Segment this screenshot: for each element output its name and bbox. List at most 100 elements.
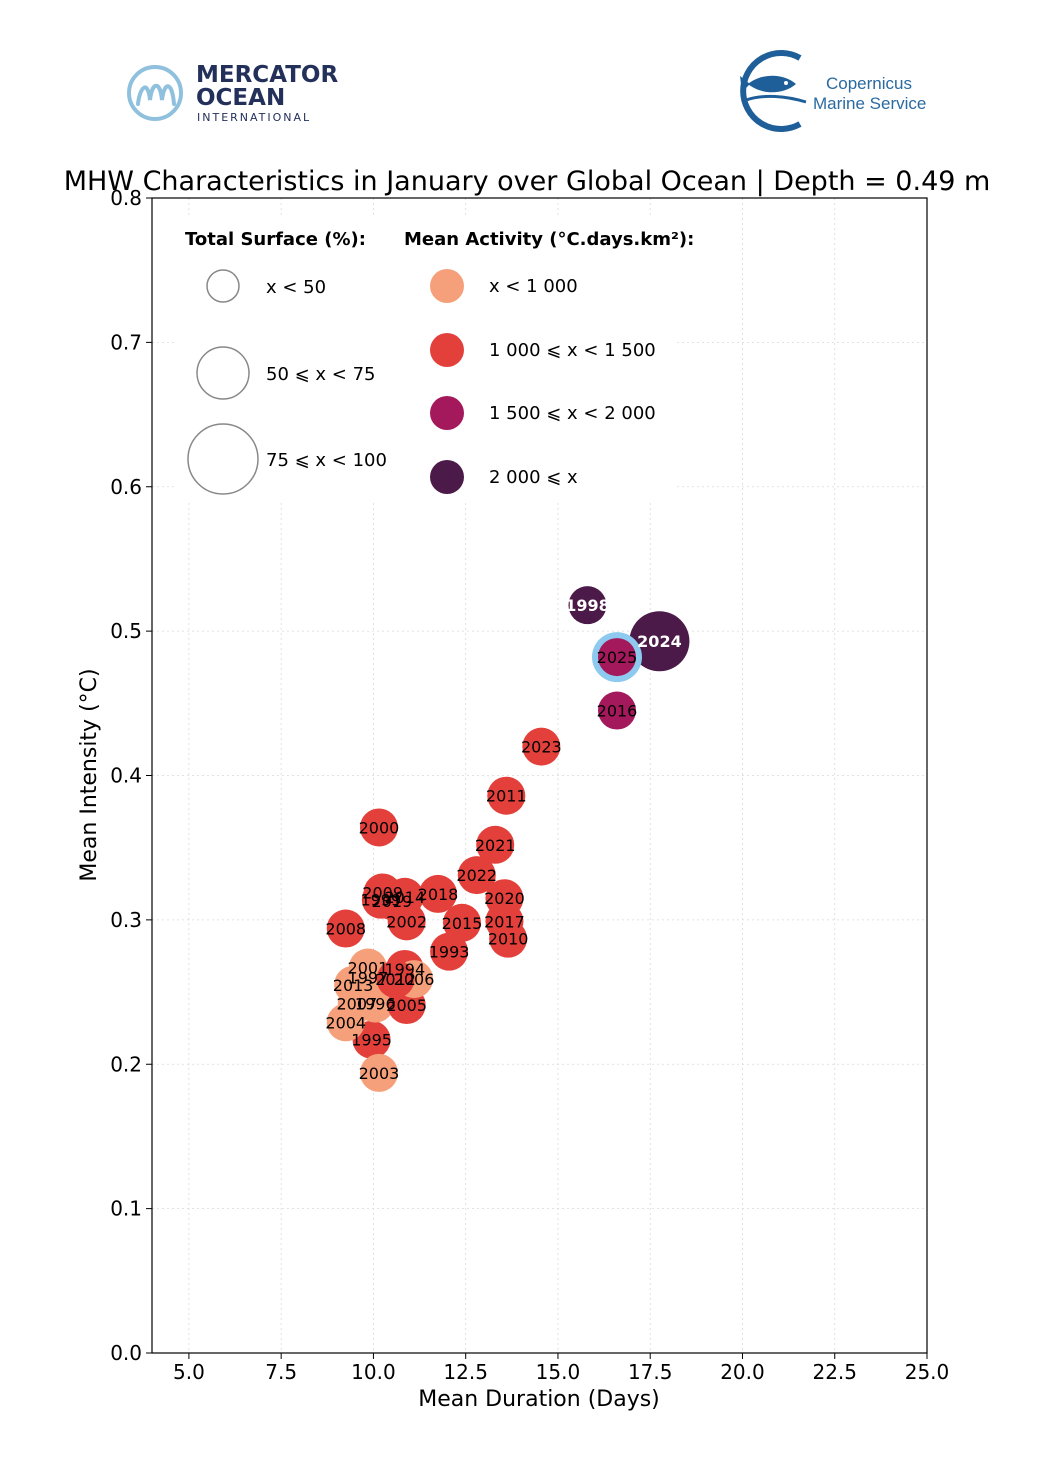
y-tick-label: 0.2 (110, 1052, 142, 1076)
y-tick-label: 0.4 (110, 764, 142, 788)
axis-ticks: 5.0 7.5 10.0 12.5 15.0 17.5 20.0 22.5 25.0 0.0 0.1… (110, 186, 949, 1384)
y-tick-label: 0.1 (110, 1197, 142, 1221)
mercator-line2: OCEAN (196, 85, 285, 111)
point-2021 (476, 825, 515, 864)
point-label-2016: 2016 (597, 702, 638, 721)
fish-icon (748, 75, 796, 93)
mercator-ocean-logo: MERCATOR OCEAN INTERNATIONAL (127, 62, 338, 124)
point-label-2010: 2010 (488, 930, 529, 949)
point-label-2009: 2009 (362, 883, 403, 902)
x-tick-label: 10.0 (351, 1360, 396, 1384)
point-label-2013: 2013 (333, 976, 374, 995)
y-tick-label: 0.0 (110, 1341, 142, 1365)
point-label-1999: 1999 (360, 891, 401, 910)
legend-size-title: Total Surface (%): (185, 229, 366, 250)
y-tick-label: 0.5 (110, 619, 142, 643)
x-tick-label: 25.0 (905, 1360, 950, 1384)
legend-color-label: x < 1 000 (489, 276, 578, 297)
point-label-2024: 2024 (637, 632, 682, 651)
point-label-2007: 2007 (336, 995, 377, 1014)
legend-color-label: 1 000 ⩽ x < 1 500 (489, 340, 656, 361)
wave-icon (745, 94, 807, 104)
point-2003 (359, 1053, 398, 1092)
point-label-2025: 2025 (597, 648, 638, 667)
y-tick-label: 0.7 (110, 330, 142, 354)
point-label-2002: 2002 (386, 912, 427, 931)
point-label-2015: 2015 (442, 914, 483, 933)
legend-size-marker (196, 346, 250, 400)
point-label-2003: 2003 (359, 1064, 400, 1083)
point-2019 (372, 882, 411, 921)
point-label-2019: 2019 (372, 892, 413, 911)
point-2008 (326, 909, 365, 948)
legend-color-label: 1 500 ⩽ x < 2 000 (489, 403, 656, 424)
point-label-2020: 2020 (484, 889, 525, 908)
point-2018 (419, 874, 458, 913)
point-label-1997: 1997 (348, 969, 389, 988)
point-label-2004: 2004 (325, 1013, 366, 1032)
legend-color-marker (430, 460, 464, 494)
point-label-1994: 1994 (384, 960, 425, 979)
y-tick-label: 0.6 (110, 475, 142, 499)
point-label-2023: 2023 (521, 738, 562, 757)
x-tick-label: 5.0 (173, 1360, 205, 1384)
point-2000 (359, 808, 398, 847)
point-2013 (334, 965, 373, 1004)
y-tick-label: 0.8 (110, 186, 142, 210)
point-1998 (568, 586, 607, 625)
legend-color-label: 2 000 ⩽ x (489, 467, 578, 488)
legend-color-marker (430, 333, 464, 367)
point-2023 (522, 727, 561, 766)
copernicus-marine-logo: Copernicus Marine Service (740, 50, 926, 132)
point-label-1993: 1993 (429, 943, 470, 962)
point-2016 (598, 691, 636, 730)
point-2011 (487, 776, 526, 815)
legend-color-marker (430, 396, 464, 430)
point-label-1996: 1996 (355, 995, 396, 1014)
point-label-2021: 2021 (475, 836, 516, 855)
mercator-wave-icon (136, 83, 176, 106)
legend-size-marker (206, 269, 240, 303)
point-label-2008: 2008 (325, 920, 366, 939)
point-label-2022: 2022 (456, 866, 497, 885)
point-label-2001: 2001 (348, 959, 389, 978)
point-2022 (457, 856, 496, 895)
legend-color-title: Mean Activity (°C.days.km²): (404, 229, 694, 250)
point-2025 (598, 638, 636, 677)
x-tick-label: 22.5 (812, 1360, 857, 1384)
legend-color-marker (430, 269, 464, 303)
x-tick-label: 17.5 (628, 1360, 673, 1384)
point-2020 (485, 879, 524, 918)
point-label-2000: 2000 (359, 818, 400, 837)
legend: Total Surface (%): Mean Activity (°C.days… (175, 218, 694, 500)
x-tick-label: 12.5 (443, 1360, 488, 1384)
copernicus-line2: Marine Service (813, 94, 926, 113)
legend-size-marker (187, 423, 259, 495)
fish-eye-icon (784, 81, 788, 85)
point-label-1995: 1995 (351, 1031, 392, 1050)
point-2012 (376, 960, 415, 999)
copernicus-arc-icon (740, 50, 802, 132)
x-tick-label: 15.0 (536, 1360, 581, 1384)
mercator-line1: MERCATOR (196, 62, 338, 88)
x-axis-label: Mean Duration (Days) (418, 1387, 660, 1412)
point-label-2011: 2011 (486, 787, 527, 806)
point-label-2012: 2012 (375, 970, 416, 989)
chart-title: MHW Characteristics in January over Glob… (64, 166, 991, 197)
y-axis-label: Mean Intensity (°C) (77, 668, 102, 881)
point-label-2006: 2006 (394, 970, 435, 989)
x-tick-label: 7.5 (265, 1360, 297, 1384)
point-2015 (443, 903, 481, 942)
y-tick-label: 0.3 (110, 908, 142, 932)
legend-size-label: 50 ⩽ x < 75 (266, 364, 376, 385)
point-label-2017: 2017 (484, 912, 525, 931)
point-label-2005: 2005 (386, 996, 427, 1015)
mercator-line3: INTERNATIONAL (197, 111, 311, 124)
point-label-2018: 2018 (418, 885, 459, 904)
legend-size-label: x < 50 (266, 277, 326, 298)
point-label-1998: 1998 (565, 596, 610, 615)
point-1993 (430, 932, 469, 971)
legend-size-label: 75 ⩽ x < 100 (266, 450, 387, 471)
